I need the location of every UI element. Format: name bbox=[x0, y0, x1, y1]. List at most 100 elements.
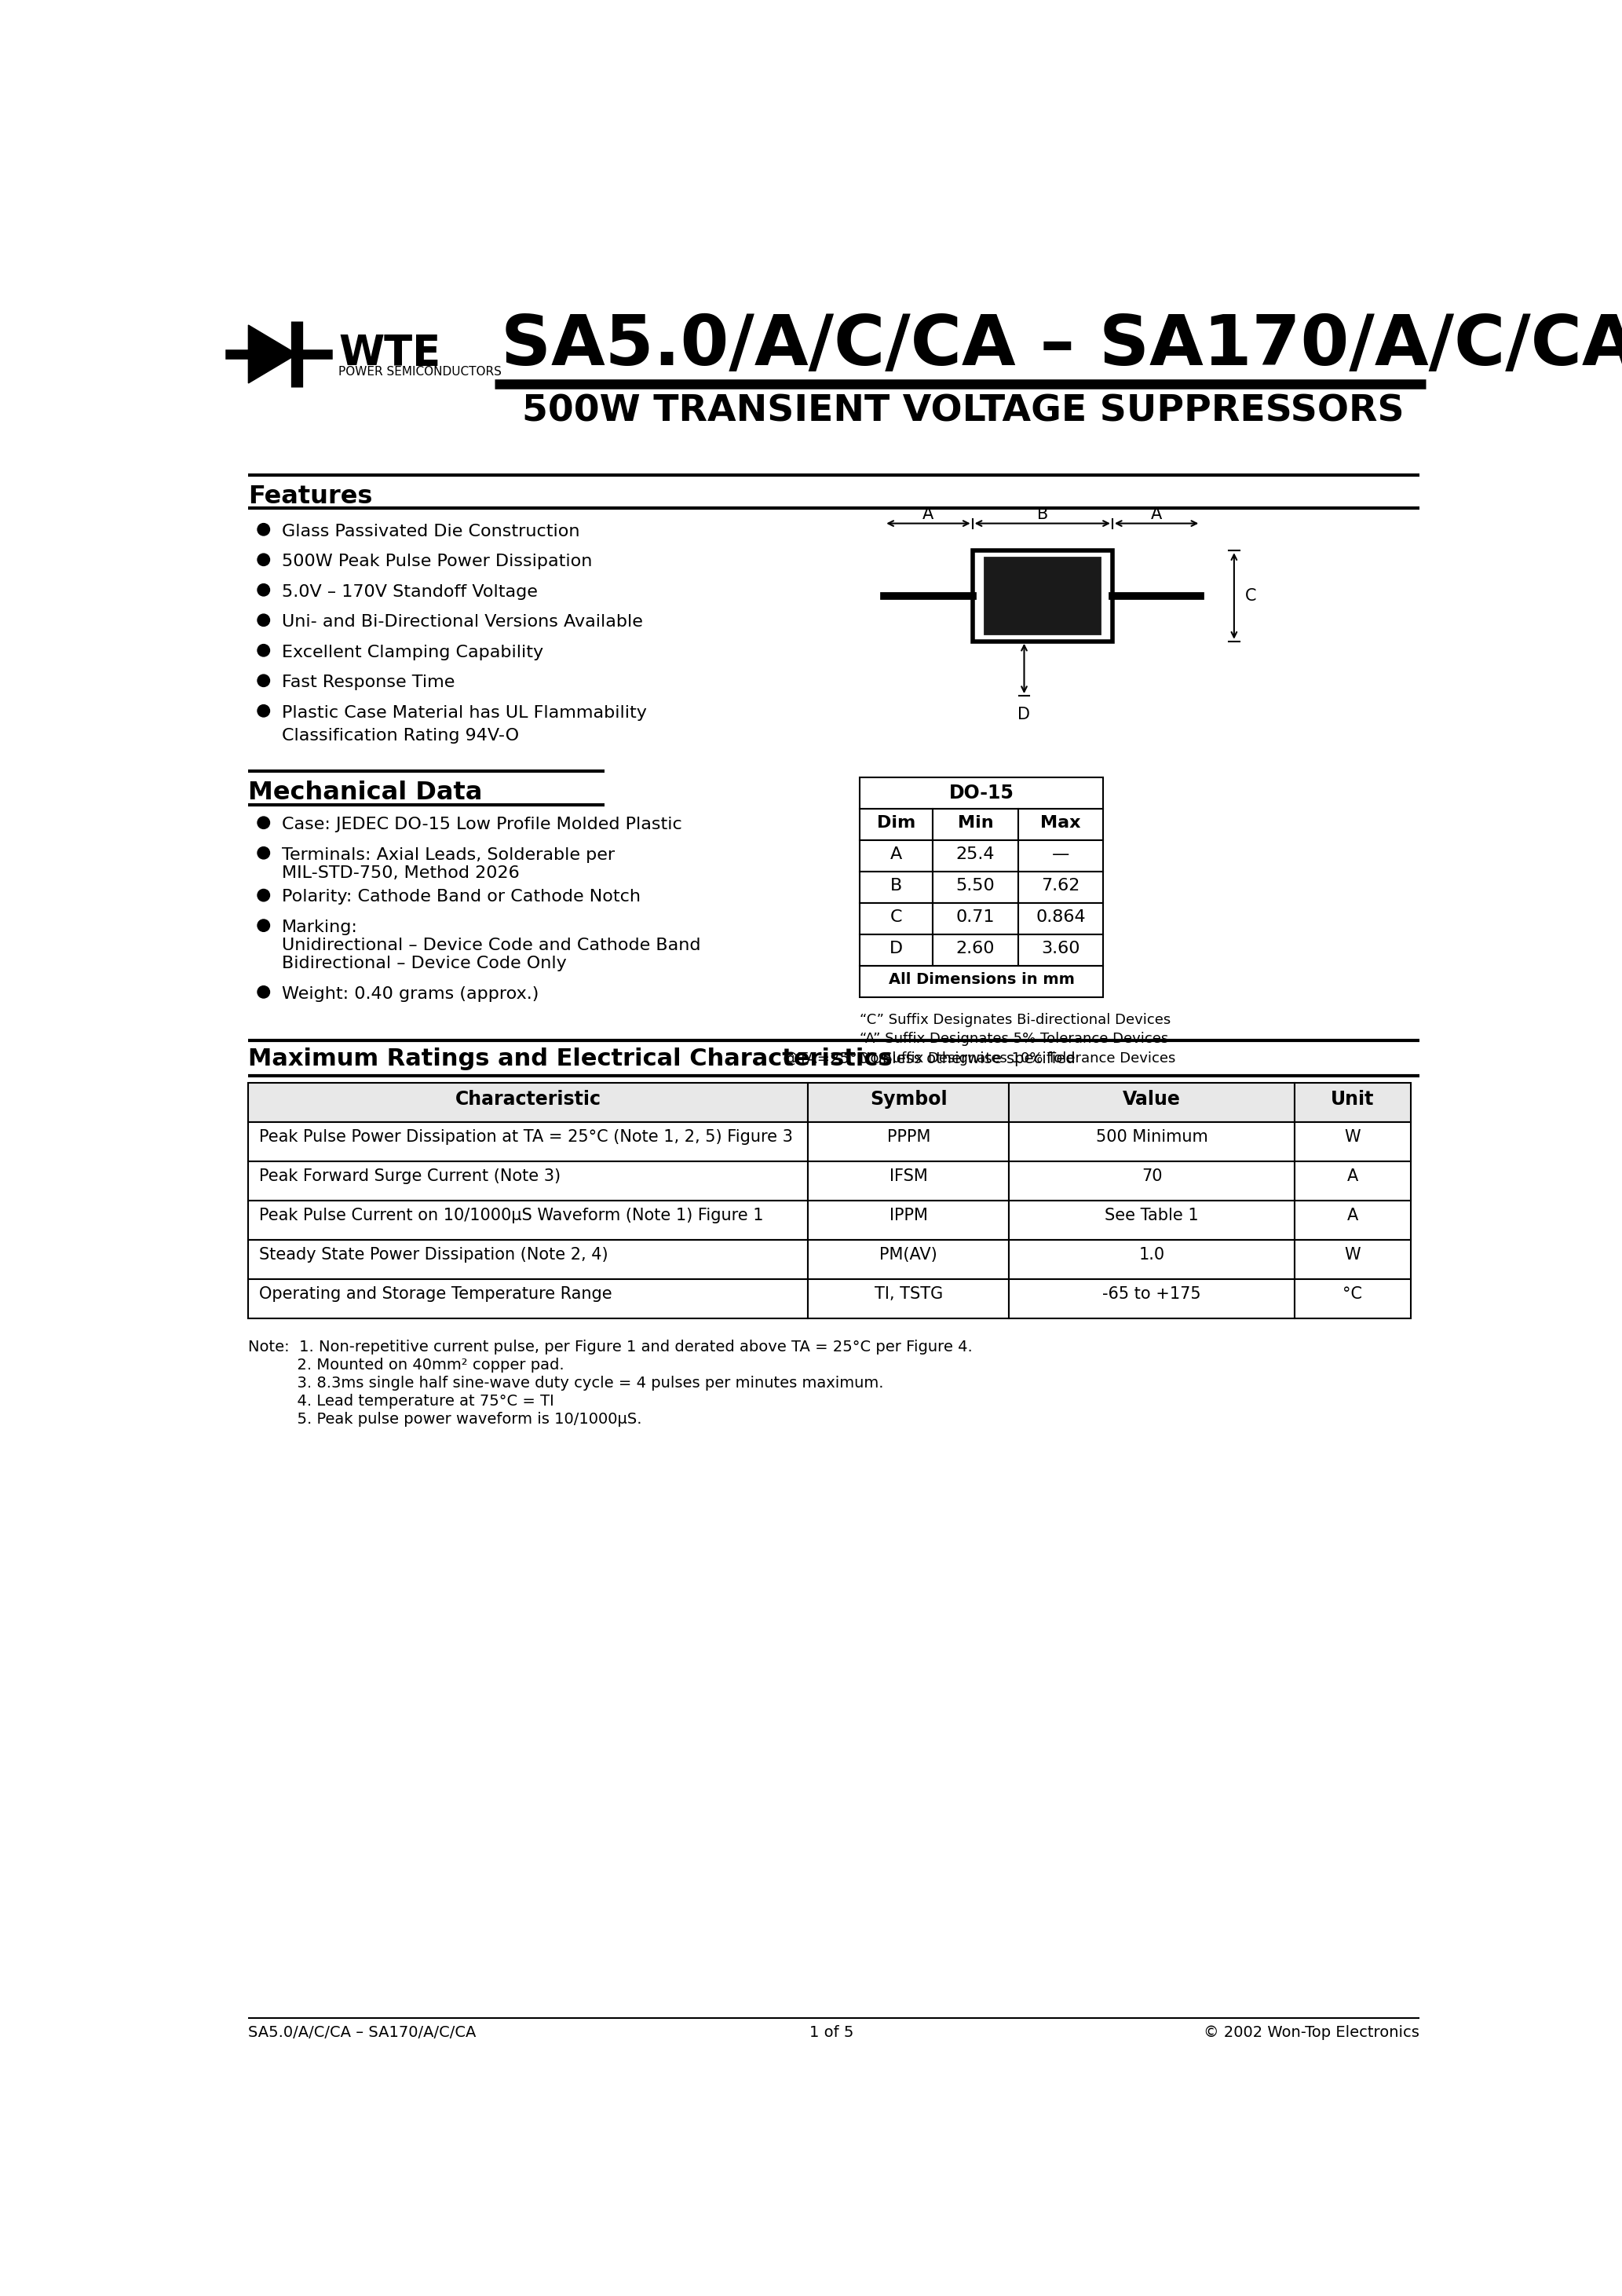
Circle shape bbox=[258, 985, 269, 999]
Bar bbox=[248, 1123, 808, 1162]
Text: DO-15: DO-15 bbox=[949, 783, 1014, 801]
Bar bbox=[1294, 1201, 1411, 1240]
Bar bbox=[1294, 1279, 1411, 1318]
Text: 1 of 5: 1 of 5 bbox=[809, 2025, 853, 2041]
Bar bbox=[860, 872, 933, 902]
Bar bbox=[860, 967, 1103, 996]
Text: “C” Suffix Designates Bi-directional Devices: “C” Suffix Designates Bi-directional Dev… bbox=[860, 1013, 1171, 1026]
Text: Marking:: Marking: bbox=[282, 918, 358, 934]
Text: 4. Lead temperature at 75°C = TI: 4. Lead temperature at 75°C = TI bbox=[248, 1394, 555, 1410]
Text: A: A bbox=[1348, 1208, 1358, 1224]
Circle shape bbox=[258, 675, 269, 687]
Circle shape bbox=[258, 613, 269, 627]
Text: IFSM: IFSM bbox=[889, 1169, 928, 1185]
Bar bbox=[808, 1123, 1009, 1162]
Bar bbox=[1009, 1279, 1294, 1318]
Circle shape bbox=[258, 705, 269, 716]
Text: Note:  1. Non-repetitive current pulse, per Figure 1 and derated above TA = 25°C: Note: 1. Non-repetitive current pulse, p… bbox=[248, 1339, 973, 1355]
Bar bbox=[248, 1240, 808, 1279]
Text: 5.50: 5.50 bbox=[955, 877, 994, 893]
Text: Uni- and Bi-Directional Versions Available: Uni- and Bi-Directional Versions Availab… bbox=[282, 613, 642, 629]
Text: Case: JEDEC DO-15 Low Profile Molded Plastic: Case: JEDEC DO-15 Low Profile Molded Pla… bbox=[282, 817, 681, 833]
Bar bbox=[1019, 808, 1103, 840]
Text: Unidirectional – Device Code and Cathode Band: Unidirectional – Device Code and Cathode… bbox=[282, 937, 701, 953]
Text: SA5.0/A/C/CA – SA170/A/C/CA: SA5.0/A/C/CA – SA170/A/C/CA bbox=[248, 2025, 477, 2041]
Text: Weight: 0.40 grams (approx.): Weight: 0.40 grams (approx.) bbox=[282, 985, 539, 1001]
Text: Fast Response Time: Fast Response Time bbox=[282, 675, 454, 691]
Circle shape bbox=[258, 553, 269, 565]
Text: D: D bbox=[889, 941, 903, 957]
Text: Polarity: Cathode Band or Cathode Notch: Polarity: Cathode Band or Cathode Notch bbox=[282, 889, 641, 905]
Text: D: D bbox=[1019, 707, 1030, 723]
Bar bbox=[808, 1162, 1009, 1201]
Text: Value: Value bbox=[1122, 1091, 1181, 1109]
Text: —: — bbox=[1053, 847, 1069, 861]
Text: Maximum Ratings and Electrical Characteristics: Maximum Ratings and Electrical Character… bbox=[248, 1047, 892, 1070]
Text: Dim: Dim bbox=[878, 815, 916, 831]
Bar bbox=[1009, 1084, 1294, 1123]
Text: W: W bbox=[1345, 1247, 1361, 1263]
Text: 500W Peak Pulse Power Dissipation: 500W Peak Pulse Power Dissipation bbox=[282, 553, 592, 569]
Text: © 2002 Won-Top Electronics: © 2002 Won-Top Electronics bbox=[1204, 2025, 1419, 2041]
Text: Max: Max bbox=[1040, 815, 1080, 831]
Bar bbox=[1009, 1162, 1294, 1201]
Text: No Suffix Designates 10% Tolerance Devices: No Suffix Designates 10% Tolerance Devic… bbox=[860, 1052, 1176, 1065]
Text: “A” Suffix Designates 5% Tolerance Devices: “A” Suffix Designates 5% Tolerance Devic… bbox=[860, 1031, 1168, 1047]
Text: 5. Peak pulse power waveform is 10/1000μS.: 5. Peak pulse power waveform is 10/1000μ… bbox=[248, 1412, 642, 1428]
Text: Classification Rating 94V-O: Classification Rating 94V-O bbox=[282, 728, 519, 744]
Bar bbox=[808, 1084, 1009, 1123]
Bar bbox=[985, 558, 1100, 634]
Text: Peak Pulse Current on 10/1000μS Waveform (Note 1) Figure 1: Peak Pulse Current on 10/1000μS Waveform… bbox=[260, 1208, 764, 1224]
Text: Terminals: Axial Leads, Solderable per: Terminals: Axial Leads, Solderable per bbox=[282, 847, 615, 863]
Bar bbox=[860, 840, 933, 872]
Bar bbox=[933, 808, 1019, 840]
Text: 0.864: 0.864 bbox=[1036, 909, 1085, 925]
Text: Excellent Clamping Capability: Excellent Clamping Capability bbox=[282, 645, 543, 659]
Bar bbox=[1294, 1240, 1411, 1279]
Polygon shape bbox=[248, 326, 297, 383]
Bar bbox=[1294, 1123, 1411, 1162]
Text: 500 Minimum: 500 Minimum bbox=[1096, 1130, 1208, 1146]
Text: B: B bbox=[1036, 507, 1048, 521]
Text: B: B bbox=[890, 877, 902, 893]
Circle shape bbox=[258, 889, 269, 902]
Bar bbox=[973, 551, 1113, 641]
Bar bbox=[808, 1279, 1009, 1318]
Bar bbox=[1019, 872, 1103, 902]
Text: Steady State Power Dissipation (Note 2, 4): Steady State Power Dissipation (Note 2, … bbox=[260, 1247, 608, 1263]
Bar bbox=[808, 1240, 1009, 1279]
Bar bbox=[1294, 1084, 1411, 1123]
Text: Peak Pulse Power Dissipation at TA = 25°C (Note 1, 2, 5) Figure 3: Peak Pulse Power Dissipation at TA = 25°… bbox=[260, 1130, 793, 1146]
Text: 1.0: 1.0 bbox=[1139, 1247, 1165, 1263]
Text: 70: 70 bbox=[1142, 1169, 1163, 1185]
Text: Operating and Storage Temperature Range: Operating and Storage Temperature Range bbox=[260, 1286, 613, 1302]
Circle shape bbox=[258, 645, 269, 657]
Bar bbox=[808, 1201, 1009, 1240]
Text: A: A bbox=[1348, 1169, 1358, 1185]
Bar bbox=[248, 1084, 808, 1123]
Bar bbox=[1294, 1162, 1411, 1201]
Text: °C: °C bbox=[1343, 1286, 1362, 1302]
Text: POWER SEMICONDUCTORS: POWER SEMICONDUCTORS bbox=[339, 367, 501, 379]
Text: A: A bbox=[923, 507, 934, 521]
Text: All Dimensions in mm: All Dimensions in mm bbox=[889, 971, 1074, 987]
Text: Glass Passivated Die Construction: Glass Passivated Die Construction bbox=[282, 523, 579, 540]
Bar bbox=[1009, 1123, 1294, 1162]
Text: C: C bbox=[1246, 588, 1257, 604]
Circle shape bbox=[258, 918, 269, 932]
Text: MIL-STD-750, Method 2026: MIL-STD-750, Method 2026 bbox=[282, 866, 519, 882]
Bar bbox=[933, 872, 1019, 902]
Bar bbox=[860, 808, 933, 840]
Bar bbox=[860, 934, 933, 967]
Text: 25.4: 25.4 bbox=[955, 847, 994, 861]
Text: Symbol: Symbol bbox=[869, 1091, 947, 1109]
Bar bbox=[933, 934, 1019, 967]
Text: Peak Forward Surge Current (Note 3): Peak Forward Surge Current (Note 3) bbox=[260, 1169, 561, 1185]
Text: C: C bbox=[890, 909, 902, 925]
Text: A: A bbox=[1150, 507, 1161, 521]
Text: 5.0V – 170V Standoff Voltage: 5.0V – 170V Standoff Voltage bbox=[282, 583, 537, 599]
Text: Characteristic: Characteristic bbox=[456, 1091, 602, 1109]
Bar bbox=[248, 1162, 808, 1201]
Circle shape bbox=[258, 817, 269, 829]
Bar bbox=[933, 840, 1019, 872]
